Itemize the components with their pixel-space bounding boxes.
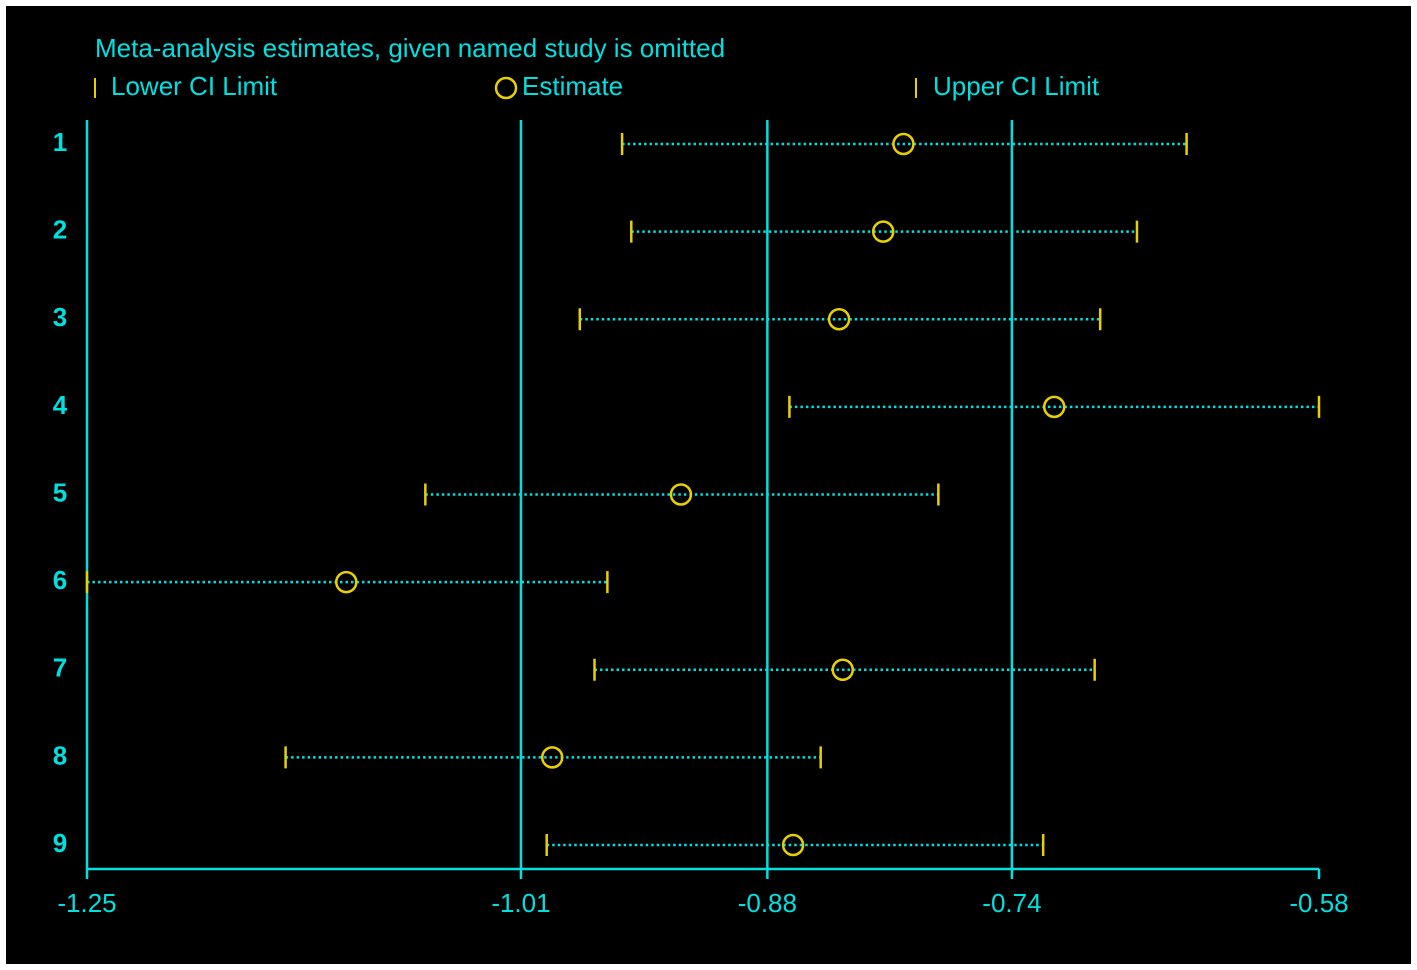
estimate-marker (540, 746, 564, 769)
x-tick-label: -0.88 (738, 888, 797, 918)
estimate-marker (669, 483, 693, 506)
y-tick-label: 5 (53, 477, 67, 507)
x-tick-label: -1.01 (491, 888, 550, 918)
y-tick-label: 4 (53, 390, 68, 420)
y-tick-label: 6 (53, 565, 67, 595)
y-tick-label: 8 (53, 740, 67, 770)
legend-label: Lower CI Limit (111, 71, 278, 101)
x-tick-label: -0.74 (982, 888, 1041, 918)
estimate-marker (831, 658, 854, 681)
x-tick-label: -1.25 (57, 888, 116, 918)
estimate-marker (335, 570, 358, 594)
chart-title: Meta-analysis estimates, given named stu… (95, 33, 725, 63)
y-tick-label: 2 (53, 215, 67, 245)
y-tick-label: 1 (53, 127, 67, 157)
legend-label: Estimate (522, 71, 623, 101)
y-tick-label: 3 (53, 302, 67, 332)
plot-background (6, 6, 1411, 964)
estimate-marker (1042, 395, 1066, 419)
legend-label: Upper CI Limit (933, 71, 1100, 101)
estimate-marker (781, 833, 805, 857)
estimate-marker (827, 308, 851, 331)
legend-marker (494, 76, 518, 100)
estimate-marker (871, 220, 895, 243)
x-tick-label: -0.58 (1289, 888, 1348, 918)
y-tick-label: 9 (53, 828, 67, 858)
y-tick-label: 7 (53, 653, 67, 683)
estimate-marker (892, 132, 915, 156)
